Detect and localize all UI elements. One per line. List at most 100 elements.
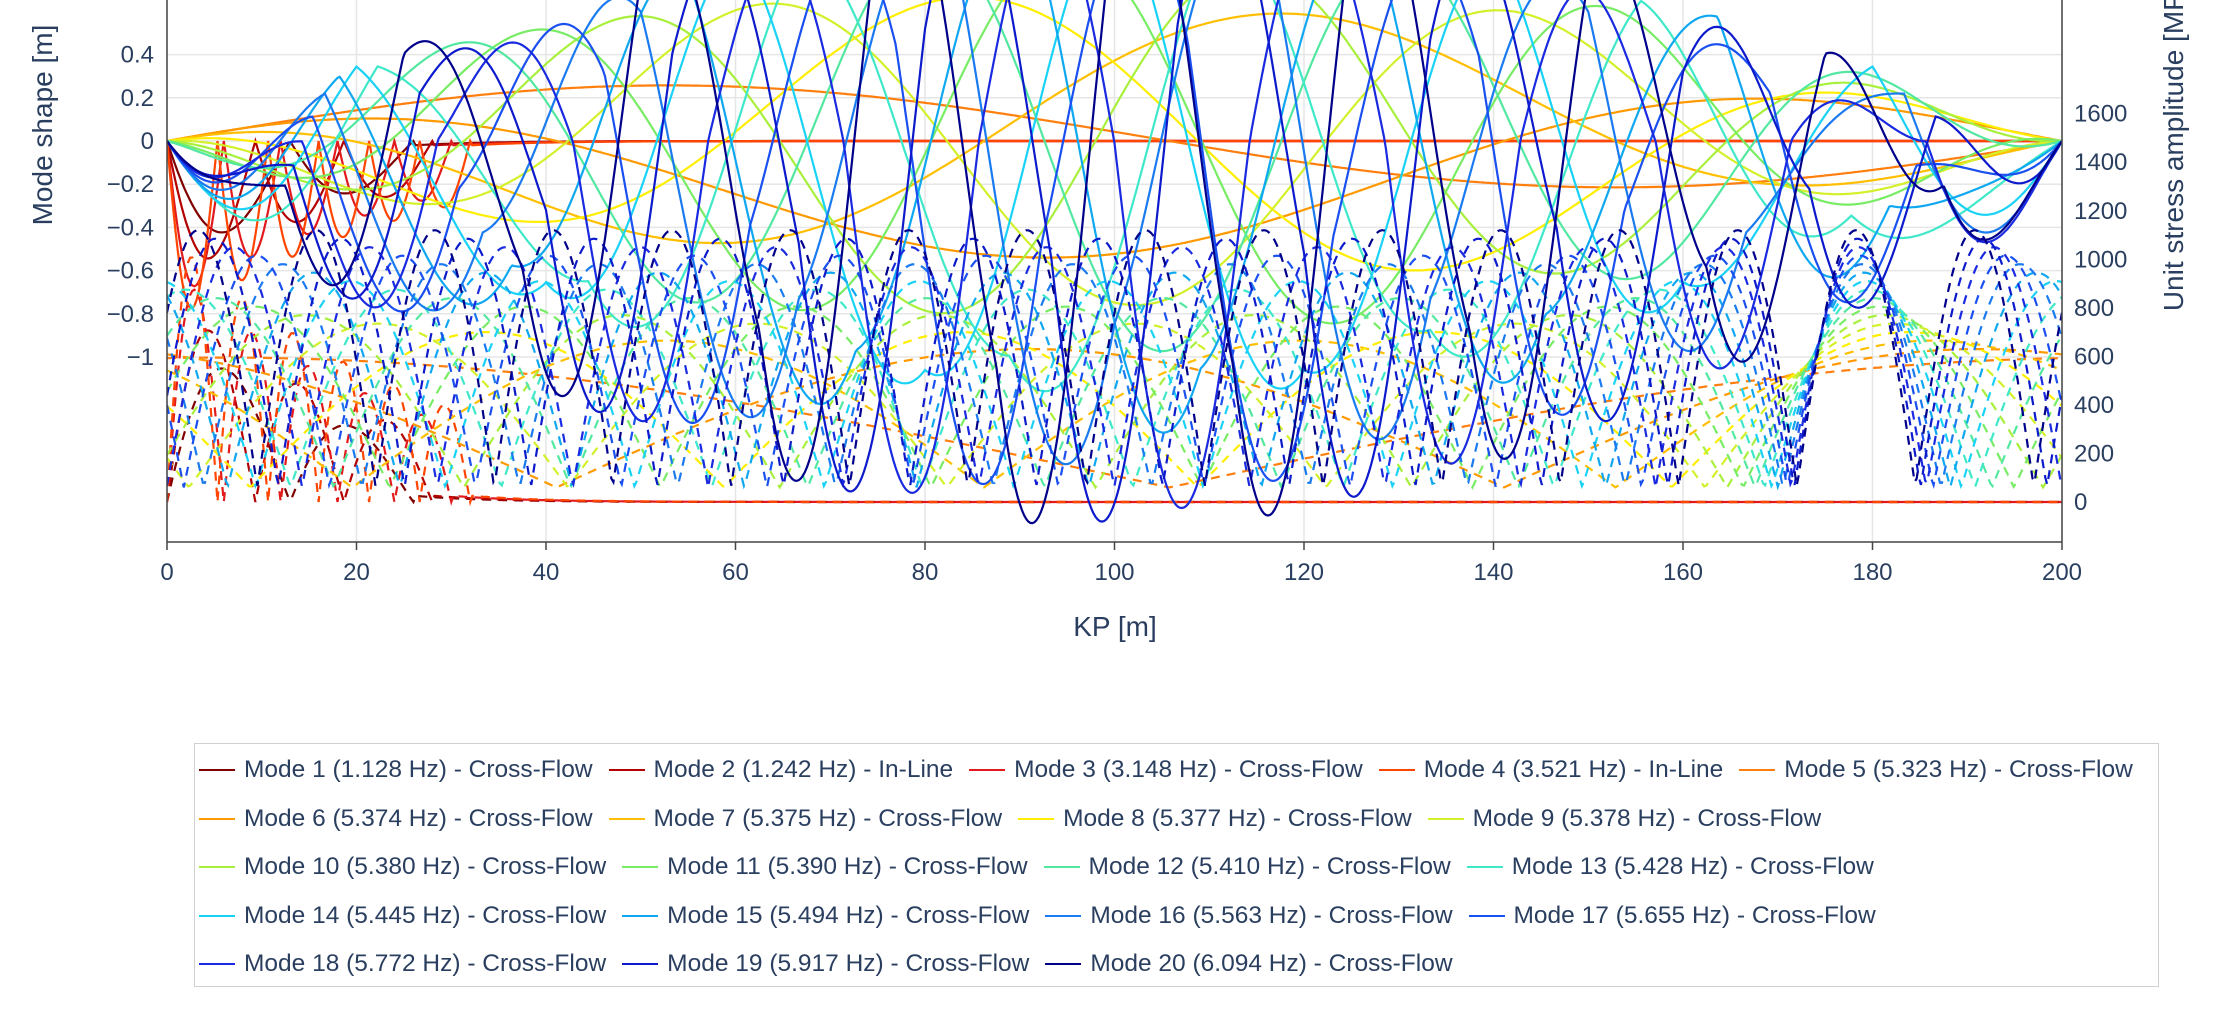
y-tick-label: −1 (127, 344, 154, 371)
legend-swatch (1018, 817, 1055, 820)
legend-item[interactable]: Mode 12 (5.410 Hz) - Cross-Flow (1043, 843, 1451, 891)
y2-tick-label: 400 (2074, 392, 2114, 419)
y-axis-title: Mode shape [m] (27, 25, 58, 226)
series-9-mode-shape-line (167, 2, 2062, 307)
series-5-stress-line (167, 356, 2062, 489)
legend-row: Mode 18 (5.772 Hz) - Cross-Flow Mode 19 (… (195, 940, 1465, 988)
legend: Mode 1 (1.128 Hz) - Cross-Flow Mode 2 (1.… (194, 743, 2159, 987)
legend-swatch (969, 769, 1006, 771)
legend-item[interactable]: Mode 4 (3.521 Hz) - In-Line (1378, 746, 1724, 794)
legend-swatch (608, 769, 645, 771)
series-18-stress-line (167, 246, 2062, 489)
legend-item[interactable]: Mode 15 (5.494 Hz) - Cross-Flow (622, 892, 1029, 940)
series-20-stress-line (167, 229, 2062, 486)
x-tick-label: 0 (160, 559, 173, 586)
y-tick-label: −0.8 (107, 301, 154, 328)
legend-label: Mode 7 (5.375 Hz) - Cross-Flow (653, 804, 1003, 832)
legend-item[interactable]: Mode 1 (1.128 Hz) - Cross-Flow (199, 746, 593, 794)
series-15-stress-line (167, 271, 2062, 491)
series-18-mode-shape-line (167, 0, 2062, 510)
legend-item[interactable]: Mode 13 (5.428 Hz) - Cross-Flow (1466, 843, 1874, 891)
series-13-mode-shape-line (167, 0, 2062, 393)
series-16-mode-shape-line (167, 0, 2062, 466)
legend-swatch (199, 866, 235, 868)
legend-label: Mode 4 (3.521 Hz) - In-Line (1423, 756, 1724, 783)
legend-swatch (1739, 769, 1776, 771)
legend-item[interactable]: Mode 5 (5.323 Hz) - Cross-Flow (1739, 746, 2133, 794)
x-tick-label: 160 (1663, 559, 1703, 586)
x-tick-label: 200 (2042, 559, 2082, 586)
legend-item[interactable]: Mode 8 (5.377 Hz) - Cross-Flow (1018, 795, 1412, 843)
y2-tick-label: 200 (2074, 440, 2114, 467)
x-tick-label: 40 (533, 559, 560, 586)
x-axis-title: KP [m] (1073, 611, 1157, 642)
legend-label: Mode 3 (3.148 Hz) - Cross-Flow (1014, 756, 1363, 783)
legend-label: Mode 11 (5.390 Hz) - Cross-Flow (667, 853, 1028, 880)
legend-item[interactable]: Mode 9 (5.378 Hz) - Cross-Flow (1427, 795, 1822, 843)
y-tick-label: −0.6 (107, 258, 154, 285)
legend-item[interactable]: Mode 3 (3.148 Hz) - Cross-Flow (969, 746, 1363, 794)
series-19-mode-shape-line (167, 0, 2062, 523)
legend-label: Mode 18 (5.772 Hz) - Cross-Flow (244, 950, 607, 977)
legend-swatch (1045, 914, 1082, 917)
legend-label: Mode 16 (5.563 Hz) - Cross-Flow (1090, 901, 1453, 929)
x-tick-label: 20 (343, 559, 370, 586)
legend-item[interactable]: Mode 10 (5.380 Hz) - Cross-Flow (199, 843, 606, 891)
x-tick-label: 120 (1284, 559, 1324, 586)
x-tick-label: 60 (722, 559, 749, 586)
legend-item[interactable]: Mode 11 (5.390 Hz) - Cross-Flow (622, 843, 1028, 891)
legend-swatch (199, 769, 235, 771)
legend-row: Mode 14 (5.445 Hz) - Cross-Flow Mode 15 (… (195, 892, 1888, 940)
series-10-mode-shape-line (167, 0, 2062, 315)
legend-label: Mode 12 (5.410 Hz) - Cross-Flow (1088, 853, 1451, 880)
legend-swatch (1468, 914, 1505, 917)
y2-tick-label: 0 (2074, 489, 2087, 516)
legend-label: Mode 6 (5.374 Hz) - Cross-Flow (244, 804, 593, 832)
legend-swatch (199, 914, 235, 917)
legend-swatch (608, 817, 645, 820)
legend-label: Mode 9 (5.378 Hz) - Cross-Flow (1472, 804, 1822, 832)
legend-label: Mode 20 (6.094 Hz) - Cross-Flow (1090, 950, 1453, 977)
legend-item[interactable]: Mode 7 (5.375 Hz) - Cross-Flow (608, 795, 1003, 843)
series-7-stress-line (167, 339, 2062, 489)
legend-swatch (199, 963, 235, 965)
legend-label: Mode 10 (5.380 Hz) - Cross-Flow (244, 853, 607, 880)
mode-shape-chart: 0 20 40 60 80 100 120 140 160 180 200 −1 −0.8 −0.6 −0.… (27, 0, 2189, 642)
series-19-stress-line (167, 237, 2062, 486)
legend-label: Mode 14 (5.445 Hz) - Cross-Flow (244, 901, 607, 929)
legend-swatch (1043, 866, 1080, 868)
y2-axis-title: Unit stress amplitude [MPa] (2158, 0, 2189, 311)
legend-swatch (622, 866, 659, 868)
legend-swatch (199, 817, 235, 820)
legend-label: Mode 5 (5.323 Hz) - Cross-Flow (1784, 756, 2133, 783)
legend-item[interactable]: Mode 2 (1.242 Hz) - In-Line (608, 746, 954, 794)
legend-item[interactable]: Mode 14 (5.445 Hz) - Cross-Flow (199, 892, 606, 940)
legend-swatch (1378, 769, 1415, 771)
legend-swatch (622, 914, 659, 917)
legend-item[interactable]: Mode 16 (5.563 Hz) - Cross-Flow (1045, 892, 1453, 940)
legend-item[interactable]: Mode 18 (5.772 Hz) - Cross-Flow (199, 940, 606, 988)
series-16-stress-line (167, 263, 2062, 484)
legend-label: Mode 2 (1.242 Hz) - In-Line (653, 756, 954, 783)
y2-tick-label: 1000 (2074, 246, 2127, 273)
legend-item[interactable]: Mode 20 (6.094 Hz) - Cross-Flow (1045, 940, 1453, 988)
legend-label: Mode 8 (5.377 Hz) - Cross-Flow (1063, 804, 1412, 832)
legend-row: Mode 10 (5.380 Hz) - Cross-Flow Mode 11 (… (195, 843, 1886, 891)
y-tick-label: 0 (141, 128, 154, 155)
series-4-stress-line (167, 256, 2062, 507)
legend-item[interactable]: Mode 6 (5.374 Hz) - Cross-Flow (199, 795, 593, 843)
legend-item[interactable]: Mode 17 (5.655 Hz) - Cross-Flow (1468, 892, 1876, 940)
series-14-stress-line (167, 279, 2062, 490)
legend-swatch (1427, 817, 1464, 820)
y-tick-label: −0.4 (107, 214, 154, 241)
series-12-stress-line (167, 296, 2062, 489)
series-8-stress-line (167, 331, 2062, 488)
x-tick-label: 140 (1473, 559, 1513, 586)
y2-tick-label: 1200 (2074, 198, 2127, 225)
legend-label: Mode 15 (5.494 Hz) - Cross-Flow (667, 901, 1030, 929)
y-tick-label: 0.2 (121, 85, 154, 112)
legend-item[interactable]: Mode 19 (5.917 Hz) - Cross-Flow (622, 940, 1029, 988)
x-tick-label: 100 (1094, 559, 1134, 586)
y-tick-label: 0.4 (121, 42, 154, 69)
tick-labels: 0 20 40 60 80 100 120 140 160 180 200 −1 −0.8 −0.6 −0.… (107, 42, 2128, 586)
